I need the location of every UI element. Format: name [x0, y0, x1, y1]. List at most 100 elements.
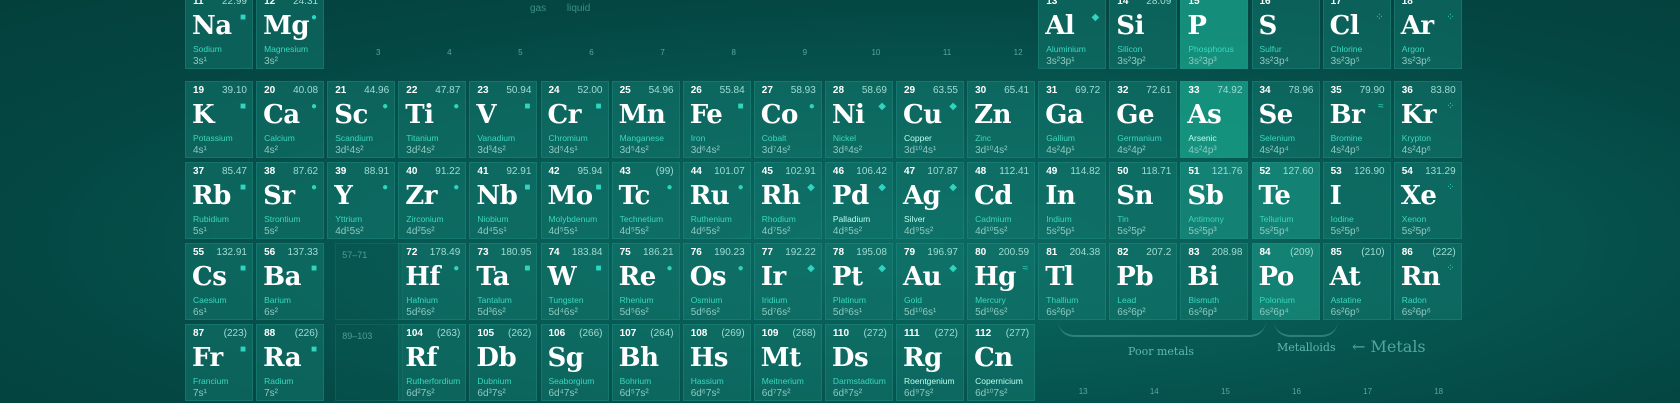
element-cell-cs[interactable]: 55 132.91 Cs Caesium 6s¹ ■ [185, 243, 253, 320]
element-cell-nb[interactable]: 41 92.91 Nb Niobium 4d⁴5s¹ ■ [469, 162, 538, 239]
element-cell-i[interactable]: 53 126.90 I Iodine 5s²5p⁵ [1322, 162, 1391, 239]
element-name: Tungsten [548, 295, 584, 305]
element-cell-ti[interactable]: 22 47.87 Ti Titanium 3d²4s² ● [398, 81, 467, 158]
element-cell-hf[interactable]: 72 178.49 Hf Hafnium 5d²6s² ● [398, 243, 467, 320]
element-cell-hs[interactable]: 108 (269) Hs Hassium 6d⁶7s² [682, 324, 751, 401]
element-cell-xe[interactable]: 54 131.29 Xe Xenon 5s²5p⁶ ⁘ [1393, 162, 1462, 239]
element-cell-sr[interactable]: 38 87.62 Sr Strontium 5s² ● [256, 162, 325, 239]
element-cell-si[interactable]: 14 28.09 Si Silicon 3s²3p² [1109, 0, 1178, 69]
element-cell-fr[interactable]: 87 (223) Fr Francium 7s¹ ■ [185, 324, 253, 401]
element-cell-hg[interactable]: 80 200.59 Hg Mercury 5d¹⁰6s² ≈ [967, 243, 1036, 320]
element-cell-ta[interactable]: 73 180.95 Ta Tantalum 5d³6s² ■ [469, 243, 538, 320]
element-cell-br[interactable]: 35 79.90 Br Bromine 4s²4p⁵ ≈ [1322, 81, 1391, 158]
element-name: Bismuth [1188, 295, 1220, 305]
element-cell-bh[interactable]: 107 (264) Bh Bohrium 6d⁵7s² [611, 324, 680, 401]
element-cell-fe[interactable]: 26 55.84 Fe Iron 3d⁶4s² ■ [682, 81, 751, 158]
element-cell-sn[interactable]: 50 118.71 Sn Tin 5s²5p² [1109, 162, 1178, 239]
element-cell-bi[interactable]: 83 208.98 Bi Bismuth 6s²6p³ [1180, 243, 1249, 320]
element-cell-mn[interactable]: 25 54.96 Mn Manganese 3d⁵4s² [611, 81, 680, 158]
element-name: Sulfur [1259, 44, 1282, 54]
element-cell-ag[interactable]: 47 107.87 Ag Silver 4d⁹5s² ◆ [896, 162, 964, 239]
electron-configuration: 4d⁶5s² [690, 226, 720, 237]
element-cell-na[interactable]: 11 22.99 Na Sodium 3s¹ ■ [185, 0, 253, 69]
atomic-mass: (272) [934, 328, 958, 339]
element-cell-pd[interactable]: 46 106.42 Pd Palladium 4d⁸5s² ◆ [824, 162, 893, 239]
element-cell-y[interactable]: 39 88.91 Y Yttrium 4d¹5s² ● [327, 162, 396, 239]
element-cell-ba[interactable]: 56 137.33 Ba Barium 6s² ■ [256, 243, 325, 320]
atomic-mass: 126.90 [1354, 166, 1385, 177]
atomic-mass: 101.07 [714, 166, 745, 177]
element-cell-mo[interactable]: 42 95.94 Mo Molybdenum 4d⁵5s¹ ■ [540, 162, 609, 239]
element-cell-s[interactable]: 16 S Sulfur 3s²3p⁴ [1251, 0, 1320, 69]
electron-configuration: 5s²5p⁴ [1259, 226, 1289, 237]
element-cell-ar[interactable]: 18 Ar Argon 3s²3p⁶ ⁘ [1393, 0, 1462, 69]
element-cell-tc[interactable]: 43 (99) Tc Technetium 4d⁵5s² ● [611, 162, 680, 239]
element-cell-ir[interactable]: 77 192.22 Ir Iridium 5d⁷6s² ◆ [753, 243, 822, 320]
element-symbol: Ta [476, 262, 510, 292]
element-cell-p[interactable]: 15 P Phosphorus 3s²3p³ [1180, 0, 1249, 69]
element-cell-at[interactable]: 85 (210) At Astatine 6s²6p⁵ [1322, 243, 1391, 320]
element-symbol: Hs [689, 343, 729, 373]
element-cell-ge[interactable]: 32 72.61 Ge Germanium 4s²4p² [1109, 81, 1178, 158]
electron-configuration: 5s² [264, 226, 278, 237]
element-name: Potassium [193, 133, 233, 143]
element-cell-mg[interactable]: 12 24.31 Mg Magnesium 3s² ● [256, 0, 325, 69]
atomic-number: 30 [975, 85, 987, 96]
element-cell-sg[interactable]: 106 (266) Sg Seaborgium 6d⁴7s² [540, 324, 609, 401]
electron-configuration: 4d²5s² [406, 226, 435, 237]
element-cell-v[interactable]: 23 50.94 V Vanadium 3d³4s² ■ [469, 81, 538, 158]
atomic-number: 111 [904, 328, 920, 339]
element-cell-os[interactable]: 76 190.23 Os Osmium 5d⁶6s² ● [682, 243, 751, 320]
element-cell-cn[interactable]: 112 (277) Cn Copernicium 6d¹⁰7s² [967, 324, 1036, 401]
atomic-number: 22 [406, 85, 418, 96]
element-cell-in[interactable]: 49 114.82 In Indium 5s²5p¹ [1038, 162, 1107, 239]
element-cell-k[interactable]: 19 39.10 K Potassium 4s¹ ■ [185, 81, 253, 158]
element-cell-re[interactable]: 75 186.21 Re Rhenium 5d⁵6s² ● [611, 243, 680, 320]
element-cell-cu[interactable]: 29 63.55 Cu Copper 3d¹⁰4s¹ ◆ [896, 81, 964, 158]
element-cell-zr[interactable]: 40 91.22 Zr Zirconium 4d²5s² ● [398, 162, 467, 239]
element-cell-sb[interactable]: 51 121.76 Sb Antimony 5s²5p³ [1180, 162, 1249, 239]
element-cell-pt[interactable]: 78 195.08 Pt Platinum 5d⁹6s¹ ◆ [824, 243, 893, 320]
electron-configuration: 4s¹ [193, 145, 207, 156]
element-cell-ni[interactable]: 28 58.69 Ni Nickel 3d⁸4s² ◆ [824, 81, 893, 158]
atomic-number: 42 [548, 166, 560, 177]
element-cell-au[interactable]: 79 196.97 Au Gold 5d¹⁰6s¹ ◆ [896, 243, 964, 320]
element-cell-sc[interactable]: 21 44.96 Sc Scandium 3d¹4s² ● [327, 81, 396, 158]
element-cell-po[interactable]: 84 (209) Po Polonium 6s²6p⁴ [1251, 243, 1320, 320]
element-cell-cr[interactable]: 24 52.00 Cr Chromium 3d⁵4s¹ ■ [540, 81, 609, 158]
element-cell-ca[interactable]: 20 40.08 Ca Calcium 4s² ● [256, 81, 325, 158]
element-cell-rb[interactable]: 37 85.47 Rb Rubidium 5s¹ ■ [185, 162, 253, 239]
atomic-mass: 121.76 [1211, 166, 1243, 177]
electron-configuration: 5d¹⁰6s² [975, 307, 1008, 318]
element-cell-rg[interactable]: 111 (272) Rg Roentgenium 6d⁹7s² [896, 324, 964, 401]
element-cell-as[interactable]: 33 74.92 As Arsenic 4s²4p³ [1180, 81, 1249, 158]
state-marker-icon: ◆ [949, 101, 957, 112]
element-cell-te[interactable]: 52 127.60 Te Tellurium 5s²5p⁴ [1251, 162, 1320, 239]
electron-configuration: 4s²4p⁵ [1330, 145, 1360, 156]
element-cell-ga[interactable]: 31 69.72 Ga Gallium 4s²4p¹ [1038, 81, 1107, 158]
element-cell-w[interactable]: 74 183.84 W Tungsten 5d⁴6s² ■ [540, 243, 609, 320]
atomic-mass: 47.87 [435, 85, 461, 96]
element-cell-ra[interactable]: 88 (226) Ra Radium 7s² ■ [256, 324, 325, 401]
element-cell-al[interactable]: 13 Al Aluminium 3s²3p¹ ◆ [1038, 0, 1107, 69]
element-cell-ru[interactable]: 44 101.07 Ru Ruthenium 4d⁶5s² ● [682, 162, 751, 239]
element-cell-co[interactable]: 27 58.93 Co Cobalt 3d⁷4s² ● [753, 81, 822, 158]
element-cell-cl[interactable]: 17 Cl Chlorine 3s²3p⁵ ⁘ [1322, 0, 1391, 69]
state-marker-icon: ● [382, 101, 389, 112]
element-cell-mt[interactable]: 109 (268) Mt Meitnerium 6d⁷7s² [753, 324, 822, 401]
element-name: Antimony [1188, 214, 1224, 224]
element-cell-db[interactable]: 105 (262) Db Dubnium 6d³7s² [469, 324, 538, 401]
element-cell-kr[interactable]: 36 83.80 Kr Krypton 4s²4p⁶ ⁘ [1393, 81, 1462, 158]
element-cell-cd[interactable]: 48 112.41 Cd Cadmium 4d¹⁰5s² [967, 162, 1036, 239]
element-cell-pb[interactable]: 82 207.2 Pb Lead 6s²6p² [1109, 243, 1178, 320]
element-cell-se[interactable]: 34 78.96 Se Selenium 4s²4p⁴ [1251, 81, 1320, 158]
atomic-number: 50 [1117, 166, 1129, 177]
element-symbol: Si [1116, 11, 1144, 41]
element-cell-tl[interactable]: 81 204.38 Tl Thallium 6s²6p¹ [1038, 243, 1107, 320]
element-cell-rh[interactable]: 45 102.91 Rh Rhodium 4d⁷5s² ◆ [753, 162, 822, 239]
element-cell-rf[interactable]: 104 (263) Rf Rutherfordium 6d²7s² [398, 324, 467, 401]
atomic-number: 107 [619, 328, 637, 339]
element-cell-zn[interactable]: 30 65.41 Zn Zinc 3d¹⁰4s² [967, 81, 1036, 158]
element-cell-ds[interactable]: 110 (272) Ds Darmstadtium 6d⁸7s² [824, 324, 893, 401]
element-cell-rn[interactable]: 86 (222) Rn Radon 6s²6p⁶ ⁘ [1393, 243, 1462, 320]
